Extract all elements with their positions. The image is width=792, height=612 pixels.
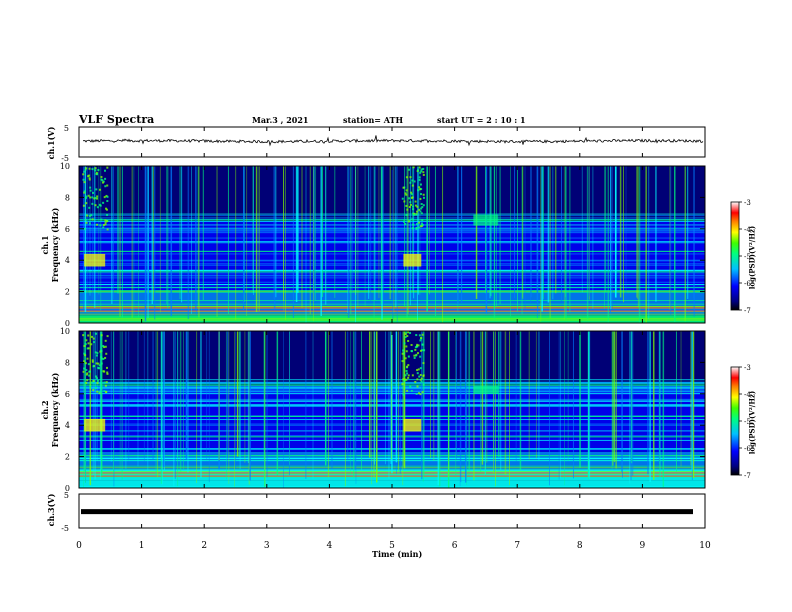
ch1-ytick-4: 8 <box>65 193 70 202</box>
ch2-ytick-2: 4 <box>65 421 70 430</box>
ch1-waveform-panel: 5 -5 <box>61 124 706 163</box>
x-tick-10: 10 <box>699 541 711 551</box>
x-tick-4: 4 <box>327 541 333 551</box>
colorbar-1-tick-2: -5 <box>744 253 751 261</box>
ch1-ytick-2: 4 <box>65 256 70 265</box>
colorbar-2-tick-1: -4 <box>744 391 751 399</box>
ch2-ytick-5: 10 <box>60 327 70 336</box>
ch2-ytick-3: 6 <box>65 390 70 399</box>
x-tick-8: 8 <box>577 541 583 551</box>
ch2-ytick-0: 0 <box>65 484 70 493</box>
ch2-ytick-4: 8 <box>65 358 70 367</box>
ch1-ytick-3: 6 <box>65 225 70 234</box>
colorbar-2-tick-2: -5 <box>744 418 751 426</box>
colorbar-1: -3 -4 -5 -6 -7 <box>730 199 751 315</box>
colorbar-1-tick-4: -7 <box>744 307 751 315</box>
colorbar-2-tick-4: -7 <box>744 472 751 480</box>
figure-title: VLF Spectra <box>79 113 155 126</box>
x-tick-9: 9 <box>640 541 646 551</box>
ch1-ytick-1: 2 <box>65 288 70 297</box>
header-start-time: start UT = 2 : 10 : 1 <box>437 115 526 125</box>
ch3-ytick-bottom: -5 <box>61 524 69 533</box>
x-tick-1: 1 <box>139 541 145 551</box>
header-station: station= ATH <box>343 115 404 125</box>
x-tick-2: 2 <box>201 541 207 551</box>
colorbar-2: -3 -4 -5 -6 -7 <box>730 364 751 480</box>
colorbar-2-tick-3: -6 <box>744 445 751 453</box>
ch1-spectrogram-panel: 0 2 4 6 8 10 <box>60 162 706 328</box>
ch1-ytick-bottom: -5 <box>61 154 69 163</box>
x-tick-7: 7 <box>514 541 520 551</box>
colorbar-1-tick-1: -4 <box>744 226 751 234</box>
ch1-ytick-5: 10 <box>60 162 70 171</box>
x-axis-label: Time (min) <box>372 549 423 559</box>
ch2-spectrogram-panel: 0 2 4 6 8 10 <box>60 327 706 493</box>
x-tick-5: 5 <box>389 541 395 551</box>
ch1-ytick-top: 5 <box>64 124 69 133</box>
x-tick-6: 6 <box>452 541 458 551</box>
header-date: Mar.3 , 2021 <box>252 115 309 125</box>
ch2-ytick-1: 2 <box>65 453 70 462</box>
ch1-waveform-line <box>83 135 704 147</box>
ch3-waveform-panel: 5 -5 <box>61 491 706 533</box>
x-tick-0: 0 <box>76 541 82 551</box>
ch3-ytick-top: 5 <box>64 491 69 500</box>
ch1-ytick-0: 0 <box>65 319 70 328</box>
ch1-spectrogram-heatmap <box>79 166 705 323</box>
colorbar-1-tick-3: -6 <box>744 280 751 288</box>
colorbar-2-tick-0: -3 <box>744 364 751 372</box>
colorbar-1-tick-0: -3 <box>744 199 751 207</box>
x-tick-3: 3 <box>264 541 270 551</box>
ch2-spectrogram-heatmap <box>79 331 705 489</box>
